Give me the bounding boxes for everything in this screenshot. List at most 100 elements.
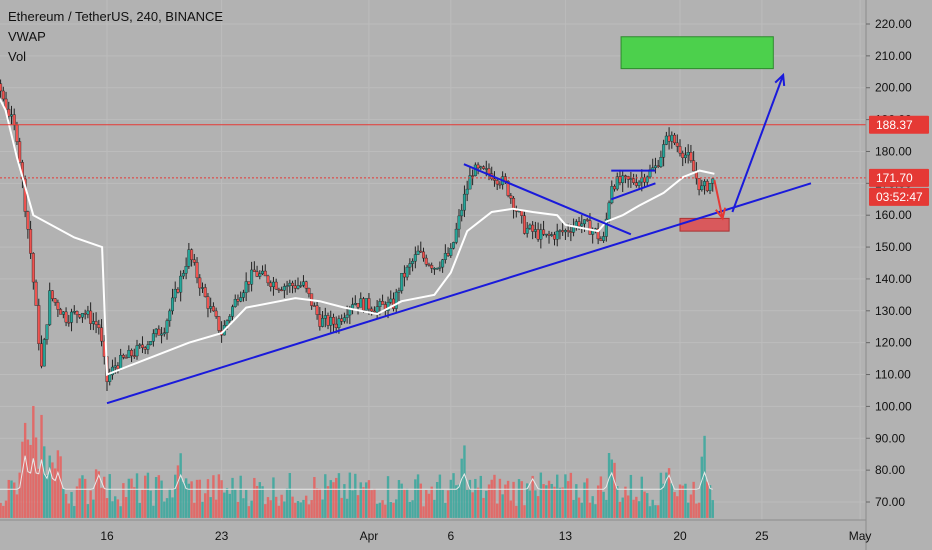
symbol-title[interactable]: Ethereum / TetherUS, 240, BINANCE (8, 9, 224, 24)
volume-bar (217, 474, 221, 518)
price-tick-label: 120.00 (875, 336, 912, 350)
volume-bar (395, 499, 398, 518)
price-tick-label: 160.00 (875, 208, 912, 222)
volume-bar (667, 468, 671, 518)
volume-bar (684, 483, 687, 518)
price-tick-label: 150.00 (875, 240, 912, 254)
candle-body (146, 344, 150, 350)
candle-body (525, 227, 529, 234)
volume-bar (626, 495, 630, 518)
price-tick-label: 70.00 (875, 495, 905, 509)
volume-bar (569, 472, 573, 518)
candle-body (31, 253, 35, 283)
volume-bar (637, 501, 641, 518)
volume-bar (558, 487, 562, 518)
flag-bottom-line (610, 182, 656, 201)
volume-bar (302, 499, 305, 518)
volume-bar (73, 506, 76, 518)
candle-body (397, 290, 401, 293)
candle-body (157, 328, 161, 336)
volume-bar (264, 504, 267, 518)
volume-bar (594, 504, 597, 518)
volume-bar (351, 490, 354, 518)
volume-bar (0, 502, 2, 518)
volume-bar (711, 500, 714, 518)
candle-body (176, 288, 180, 293)
candle-body (479, 166, 483, 169)
time-tick-label: 13 (559, 529, 573, 543)
volume-bar (455, 485, 458, 518)
volume-bar (296, 501, 300, 518)
candle-body (531, 224, 535, 232)
volume-bar (103, 476, 106, 518)
volume-bar (378, 502, 382, 518)
volume-bar (236, 501, 240, 518)
volume-bar (539, 472, 543, 518)
candle-body (337, 318, 341, 328)
candle-body (53, 298, 57, 303)
candle-body (200, 287, 204, 289)
volume-bar (198, 479, 201, 518)
candle-body (705, 181, 709, 191)
candle-body (233, 298, 237, 307)
volume-bar (277, 505, 281, 518)
volume-bar (695, 503, 698, 518)
candle-body (140, 344, 144, 348)
volume-bar (433, 499, 436, 518)
price-tick-label: 210.00 (875, 49, 912, 63)
volume-bar (214, 499, 218, 518)
volume-bar (495, 503, 499, 518)
volume-bar (689, 494, 693, 518)
candle-body (552, 234, 556, 240)
volume-bar (504, 484, 507, 518)
volume-bar (13, 482, 16, 518)
candle-body (37, 305, 41, 344)
volume-bar (572, 499, 575, 518)
volume-bar (648, 506, 652, 518)
candle-body (255, 271, 259, 277)
time-tick-label: 25 (755, 529, 769, 543)
candle-body (236, 298, 240, 302)
candle-body (492, 178, 496, 181)
volume-bar (678, 484, 682, 518)
candle-body (91, 321, 95, 324)
volume-bar (168, 488, 171, 518)
volume-bar (635, 496, 638, 518)
candle-body (375, 306, 379, 313)
volume-bar (315, 488, 319, 518)
volume-bar (501, 494, 504, 518)
volume-bar (452, 473, 455, 518)
candle-body (331, 317, 335, 325)
volume-bar (515, 505, 518, 518)
indicator-vwap-label[interactable]: VWAP (8, 29, 46, 44)
volume-bar (343, 484, 346, 518)
candle-body (274, 281, 278, 290)
candle-body (498, 183, 502, 186)
volume-bar (294, 502, 297, 518)
volume-bar (520, 481, 523, 518)
candle-body (269, 282, 273, 287)
volume-bar (255, 485, 259, 518)
candle-body (244, 281, 248, 293)
volume-bar (528, 490, 532, 518)
volume-bar (247, 506, 251, 518)
candle-body (381, 301, 385, 305)
candle-body (291, 282, 295, 286)
volume-bar (591, 496, 594, 518)
candle-body (59, 309, 63, 315)
candle-body (280, 289, 284, 292)
volume-bar (386, 476, 390, 518)
candle-body (419, 250, 423, 253)
volume-bar (659, 472, 663, 518)
indicator-vol-label[interactable]: Vol (8, 49, 27, 64)
candle-body (211, 306, 215, 312)
candle-body (261, 270, 265, 274)
candle-body (405, 266, 409, 278)
volume-bar (244, 489, 248, 518)
candle-body (394, 291, 398, 309)
candle-body (408, 263, 412, 268)
volume-bar (135, 473, 139, 518)
volume-bar (212, 475, 215, 518)
volume-bar (441, 489, 444, 518)
